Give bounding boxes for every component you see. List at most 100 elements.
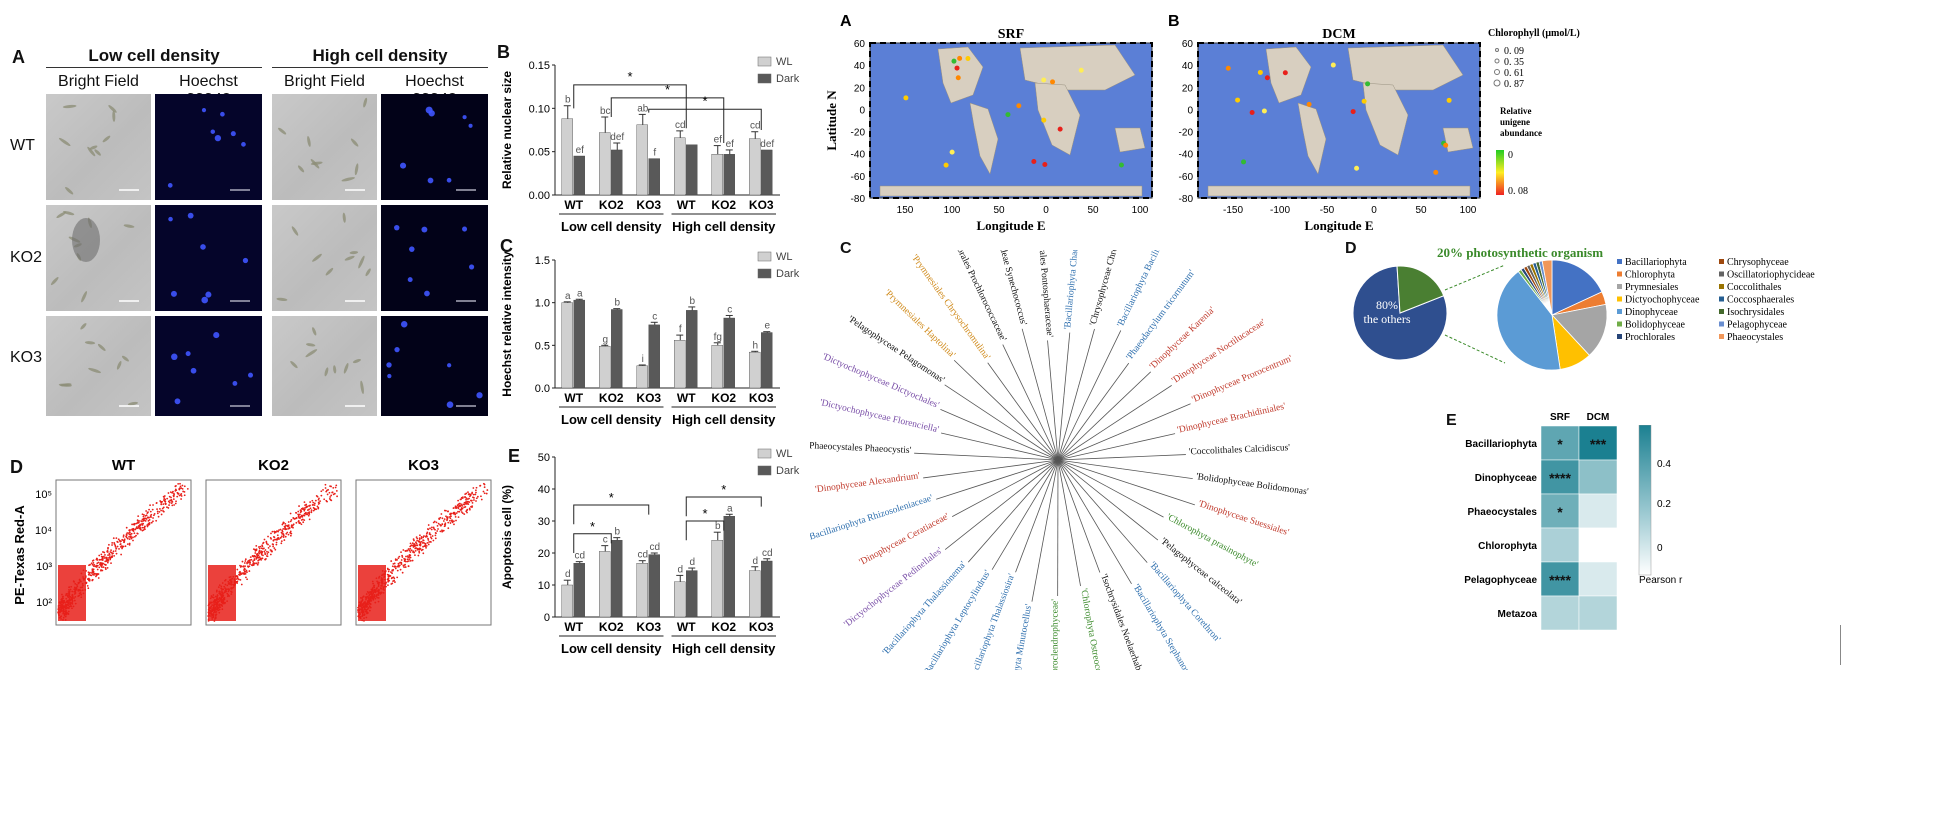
- flow-event: [279, 536, 282, 539]
- flow-event: [401, 556, 404, 558]
- heatmap-cell: [1578, 595, 1618, 631]
- flow-event: [135, 522, 138, 525]
- flow-event: [274, 531, 277, 533]
- flow-event: [282, 536, 285, 538]
- cell: [276, 297, 288, 301]
- flow-event: [162, 503, 165, 506]
- flow-event: [137, 515, 140, 517]
- x-tick-label: WT: [564, 198, 583, 212]
- flow-event: [417, 554, 420, 557]
- flow-event: [236, 575, 239, 578]
- flow-event: [256, 563, 259, 566]
- flow-event: [249, 563, 251, 566]
- sample-point: [957, 55, 963, 61]
- flow-event: [270, 532, 272, 535]
- nucleus: [213, 332, 220, 339]
- nucleus: [201, 108, 207, 113]
- ocean-maps: A SRF 60 40 20 0 -20 -40 -60 -80 150 100 50 0 50 100 Lon…: [824, 13, 1580, 233]
- significance-letter: d: [677, 564, 683, 575]
- flow-event: [335, 490, 338, 492]
- flow-event: [422, 545, 424, 548]
- flow-event: [141, 513, 144, 516]
- flow-event: [469, 494, 472, 497]
- flow-event: [324, 487, 327, 489]
- cell: [108, 105, 117, 113]
- map-xtick: 100: [944, 205, 961, 216]
- flow-event: [274, 548, 277, 551]
- flow-event: [333, 492, 336, 495]
- flow-event: [303, 519, 306, 522]
- pie-legend-swatch: [1617, 271, 1622, 277]
- flow-event: [130, 535, 132, 538]
- flow-event: [160, 513, 163, 516]
- flow-event: [171, 504, 174, 507]
- flow-event: [257, 554, 260, 557]
- flow-event: [239, 578, 242, 581]
- sample-point: [951, 58, 957, 64]
- flow-event: [420, 549, 423, 552]
- flow-event: [278, 529, 280, 532]
- bar-dark: [723, 154, 735, 196]
- nucleus: [210, 129, 216, 134]
- flow-event: [169, 491, 172, 493]
- significance-letter: def: [760, 139, 774, 150]
- tree-branch: [998, 459, 1059, 507]
- sample-point: [1257, 69, 1263, 75]
- flow-event: [309, 504, 311, 507]
- flow-event: [465, 498, 467, 501]
- sample-point: [949, 149, 955, 155]
- flow-event: [96, 557, 98, 560]
- significance-letter: bc: [600, 106, 611, 117]
- bar-dark: [761, 149, 773, 196]
- x-tick-label: KO2: [711, 198, 736, 212]
- flow-event: [167, 500, 170, 503]
- chlorophyll-legend-symbol: [1495, 48, 1499, 52]
- y-tick-label: 1.0: [535, 298, 550, 310]
- sample-point: [955, 75, 961, 81]
- hoechst-image-r2c4: [381, 205, 488, 311]
- sample-point: [1057, 126, 1063, 132]
- flow-event: [167, 507, 170, 509]
- flow-event: [111, 544, 113, 546]
- flow-event: [403, 566, 406, 569]
- flow-event: [413, 543, 415, 546]
- flow-event: [254, 552, 257, 554]
- flow-event: [134, 528, 137, 531]
- flow-ytick: 10⁴: [35, 525, 52, 537]
- micrograph-texture: [58, 104, 139, 195]
- sample-point: [1078, 67, 1084, 73]
- y-tick-label: 0.05: [529, 147, 550, 159]
- flow-event: [257, 559, 260, 562]
- sample-point: [1050, 79, 1056, 85]
- flow-event: [155, 519, 158, 522]
- flow-event: [432, 526, 435, 529]
- cell: [307, 136, 311, 147]
- cell: [127, 401, 139, 406]
- chlorophyll-legend-value: 0. 61: [1504, 68, 1524, 79]
- flow-event: [403, 557, 406, 560]
- flow-event: [300, 510, 303, 513]
- flow-event: [85, 581, 88, 584]
- cell: [116, 360, 122, 370]
- flow-event: [254, 548, 256, 551]
- row-label-wt: WT: [10, 137, 35, 154]
- cell: [310, 159, 320, 169]
- nucleus: [174, 398, 181, 405]
- cell: [325, 267, 334, 276]
- flow-event: [92, 568, 95, 571]
- flow-event: [143, 514, 145, 516]
- flow-event: [452, 520, 455, 523]
- flow-event: [160, 509, 163, 512]
- pie-legend-label: Coccolithales: [1727, 282, 1782, 293]
- flow-event: [282, 522, 285, 525]
- map-xlabel: Longitude E: [977, 218, 1046, 233]
- map-panel-label: A: [840, 13, 852, 30]
- sample-point: [1361, 98, 1367, 104]
- legend-swatch: [757, 73, 772, 84]
- flow-event: [148, 522, 151, 524]
- flow-event: [107, 546, 109, 549]
- flow-event: [145, 510, 148, 512]
- x-tick-label: WT: [677, 391, 696, 405]
- tree-branch: [1011, 429, 1059, 461]
- flow-event: [147, 519, 150, 522]
